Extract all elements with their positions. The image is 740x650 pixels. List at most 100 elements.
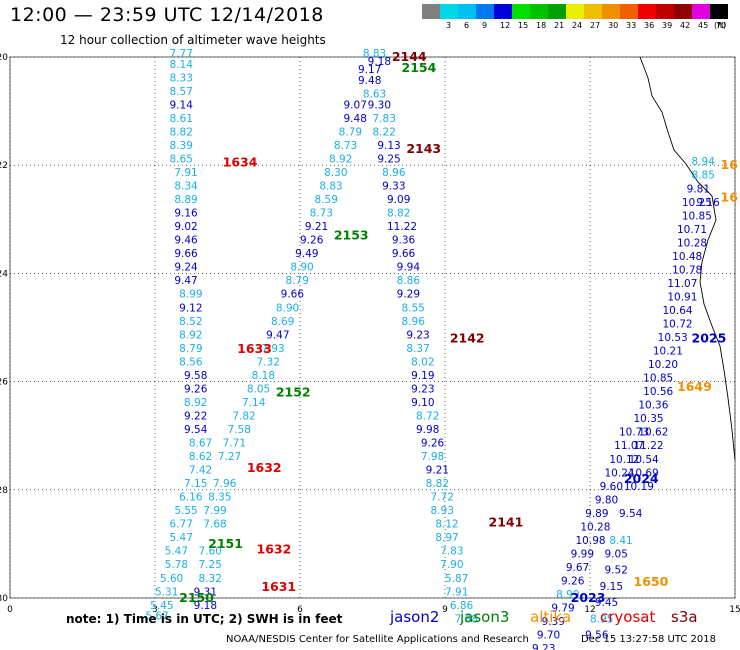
y-tick-label: -22: [0, 161, 8, 171]
wave-height-value: 8.55: [402, 302, 425, 314]
wave-height-value: 9.29: [397, 289, 420, 301]
wave-height-value: 8.92: [179, 329, 202, 341]
satellite-key-item: cryosat: [600, 608, 656, 626]
wave-height-value: 7.72: [431, 492, 454, 504]
wave-height-value: 10.85: [643, 373, 673, 385]
wave-height-value: 5.47: [165, 546, 188, 558]
legend-label: 9: [482, 21, 488, 30]
pass-label: 2025: [692, 330, 727, 345]
wave-height-value: 9.30: [368, 99, 391, 111]
wave-height-value: 9.80: [595, 494, 618, 506]
wave-height-value: 7.27: [218, 451, 241, 463]
wave-height-value: 9.46: [174, 235, 198, 247]
wave-height-value: 7.15: [184, 478, 207, 490]
wave-height-value: 8.37: [406, 343, 429, 355]
pass-label: 1649: [677, 379, 712, 394]
wave-height-value: 9.52: [605, 565, 628, 577]
legend-swatch: [656, 4, 674, 19]
wave-height-value: 9.12: [179, 302, 202, 314]
wave-height-value: 8.90: [276, 302, 299, 314]
wave-height-value: 9.66: [174, 248, 198, 260]
wave-height-value: 10.35: [634, 413, 664, 425]
wave-height-value: 7.14: [242, 397, 266, 409]
wave-height-value: 8.90: [290, 262, 313, 274]
wave-height-value: 7.88: [455, 613, 478, 625]
wave-height-value: 8.95: [590, 613, 613, 625]
legend-label: 45: [698, 21, 709, 30]
wave-height-value: 9.21: [305, 221, 328, 233]
wave-height-value: 8.99: [556, 589, 579, 601]
wave-height-value: 9.26: [561, 575, 585, 587]
wave-height-value: 8.56: [179, 356, 203, 368]
legend-label: 27: [590, 21, 601, 30]
wave-height-value: 5.55: [174, 505, 197, 517]
wave-height-value: 7.58: [228, 424, 251, 436]
wave-height-value: 9.58: [184, 370, 207, 382]
wave-height-value: 10.24: [605, 467, 635, 479]
legend-label: 39: [662, 21, 673, 30]
wave-height-value: 9.47: [266, 329, 289, 341]
pass-label: 1631: [261, 579, 296, 594]
wave-height-value: 10.72: [663, 319, 693, 331]
wave-height-value: 8.82: [387, 208, 410, 220]
legend-label: 3: [446, 21, 452, 30]
wave-height-value: 10.85: [682, 210, 712, 222]
wave-height-value: 9.70: [537, 630, 560, 642]
pass-label: 2141: [489, 514, 524, 529]
legend-label: 6: [464, 21, 470, 30]
wave-height-value: 7.42: [189, 465, 212, 477]
wave-height-value: 8.85: [692, 170, 715, 182]
pass-label: 2152: [276, 384, 311, 399]
wave-height-value: 8.83: [319, 181, 342, 193]
wave-height-value: 8.34: [174, 181, 198, 193]
wave-height-value: 9.22: [184, 410, 207, 422]
pass-label: 2142: [450, 330, 485, 345]
legend-swatch: [584, 4, 602, 19]
pass-label: 2153: [334, 228, 369, 243]
wave-height-value: 8.92: [184, 397, 207, 409]
wave-height-value: 8.97: [435, 532, 458, 544]
wave-height-value: 9.89: [585, 508, 608, 520]
wave-height-value: 8.79: [339, 126, 362, 138]
satellite-key-item: jason3: [460, 608, 510, 626]
wave-height-value: 7.96: [213, 478, 237, 490]
wave-height-value: 9.81: [687, 183, 710, 195]
wave-height-value: 8.59: [315, 194, 338, 206]
x-tick-label: 3: [152, 605, 158, 615]
pass-label: 1650: [634, 574, 669, 589]
wave-height-value: 7.99: [203, 505, 226, 517]
legend-label: 15: [518, 21, 529, 30]
wave-height-value: 7.82: [232, 410, 255, 422]
wave-height-value: 8.89: [174, 194, 197, 206]
wave-height-value: 9.39: [542, 616, 565, 628]
pass-label: 2150: [179, 590, 214, 605]
legend-label: 70: [716, 21, 727, 30]
wave-height-value: 9.18: [368, 56, 391, 68]
wave-height-value: 9.18: [194, 600, 217, 612]
wave-height-value: 9.16: [174, 208, 198, 220]
wave-height-value: 9.54: [184, 424, 208, 436]
wave-height-value: 8.65: [170, 153, 193, 165]
color-legend-labels: 3 6 9 12 15 18 21 24 27 30 33 36 39 42 45 70 (ft): [422, 21, 740, 33]
wave-height-value: 8.33: [170, 72, 193, 84]
wave-height-value: 9.17: [358, 64, 381, 76]
wave-height-value: 9.66: [392, 248, 416, 260]
coastline: [639, 56, 736, 461]
wave-height-value: 8.96: [382, 167, 406, 179]
wave-height-value: 9.98: [416, 424, 439, 436]
wave-height-value: 8.83: [363, 48, 386, 60]
legend-swatch: [620, 4, 638, 19]
wave-height-value: 9.60: [600, 481, 623, 493]
legend-swatch: [710, 4, 728, 19]
legend-label: 33: [626, 21, 637, 30]
wave-height-value: 9.25: [377, 153, 400, 165]
wave-height-value: 9.23: [406, 329, 429, 341]
wave-height-value: 9.48: [344, 113, 367, 125]
y-tick-label: -24: [0, 269, 8, 279]
wave-height-value: 9.09: [387, 194, 410, 206]
legend-label: 30: [608, 21, 619, 30]
wave-height-value: 9.54: [619, 508, 643, 520]
wave-height-value: 8.96: [402, 316, 426, 328]
wave-height-value: 8.57: [170, 86, 193, 98]
wave-height-value: 7.71: [223, 438, 246, 450]
